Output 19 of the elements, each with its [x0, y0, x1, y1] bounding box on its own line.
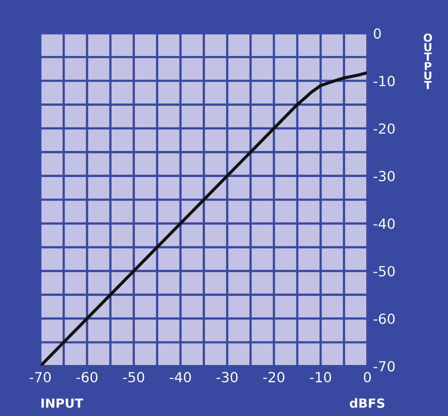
x-tick-label: -10 [310, 372, 332, 382]
y-tick-label: -50 [374, 266, 395, 276]
x-axis-title: INPUT [41, 398, 84, 408]
x-tick-label: -50 [123, 372, 144, 382]
y-tick-label: 0 [374, 28, 381, 39]
y-axis-title: OUTPUT [424, 33, 432, 90]
y-tick-label: -60 [374, 314, 395, 324]
y-tick-label: -20 [374, 123, 395, 134]
y-tick-label: -70 [374, 361, 395, 372]
x-tick-label: -70 [30, 372, 51, 382]
y-tick-label: -30 [374, 170, 395, 182]
x-tick-label: -40 [170, 372, 191, 382]
y-tick-label: -40 [374, 218, 395, 229]
text: dBFS [350, 398, 384, 408]
x-tick-label: -60 [76, 372, 98, 382]
x-tick-label: 0 [364, 372, 371, 382]
y-tick-label: -10 [374, 76, 395, 86]
x-tick-label: -20 [263, 372, 284, 382]
x-tick-label: -30 [216, 372, 238, 382]
